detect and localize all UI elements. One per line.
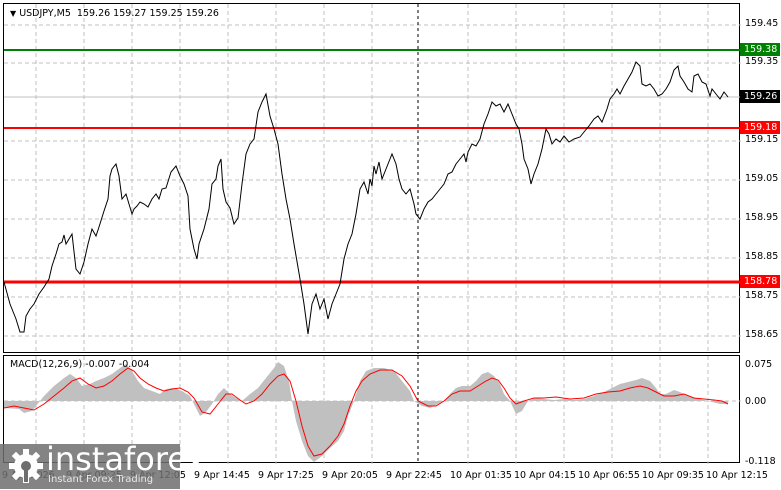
price-chart-pane[interactable]: ▼ USDJPY,M5 159.26 159.27 159.25 159.26	[3, 3, 741, 354]
collapse-arrow-icon[interactable]: ▼	[10, 9, 17, 18]
price-chart-canvas	[4, 4, 741, 354]
level-tag-red-lower: 158.78	[740, 275, 780, 288]
macd-axis-label: -0.118	[745, 456, 776, 467]
ohlc-values: 159.26 159.27 159.25 159.26	[76, 8, 219, 19]
macd-indicator-pane[interactable]: MACD(12,26,9) -0.007 -0.004	[3, 355, 741, 464]
macd-label: MACD(12,26,9) -0.007 -0.004	[10, 359, 150, 370]
price-axis-label: 159.45	[745, 18, 779, 29]
level-tag-green: 159.38	[740, 43, 780, 56]
time-axis-label: 10 Apr 04:15	[514, 470, 576, 481]
brand-tagline: Instant Forex Trading	[48, 474, 154, 485]
current-price-tag: 159.26	[740, 90, 780, 103]
price-axis-label: 158.85	[745, 251, 779, 262]
macd-axis-label: 0.00	[745, 396, 767, 407]
level-tag-red-upper: 159.18	[740, 121, 780, 134]
macd-canvas	[4, 356, 741, 464]
gear-logo-icon	[9, 449, 43, 483]
brand-name: instaforex	[46, 440, 206, 478]
macd-axis-label: 0.075	[745, 359, 773, 370]
time-axis-label: 9 Apr 17:25	[258, 470, 314, 481]
grid-lines	[4, 4, 741, 354]
price-axis-label: 159.15	[745, 134, 779, 145]
time-axis-label: 9 Apr 14:45	[194, 470, 250, 481]
price-axis-label: 159.35	[745, 56, 779, 67]
price-axis-label: 159.05	[745, 173, 779, 184]
time-axis-label: 9 Apr 20:05	[322, 470, 378, 481]
chart-title: ▼ USDJPY,M5 159.26 159.27 159.25 159.26	[10, 8, 219, 19]
time-axis-label: 10 Apr 01:35	[450, 470, 512, 481]
time-axis-label: 10 Apr 12:15	[706, 470, 768, 481]
macd-histogram	[4, 362, 728, 462]
time-axis-label: 9 Apr 22:45	[386, 470, 442, 481]
time-axis-label: 10 Apr 06:55	[578, 470, 640, 481]
price-axis-label: 158.75	[745, 290, 779, 301]
price-line	[4, 61, 729, 335]
time-axis-label: 10 Apr 09:35	[642, 470, 704, 481]
symbol-label: USDJPY,M5	[19, 8, 71, 19]
price-axis-label: 158.95	[745, 212, 779, 223]
price-axis-label: 158.65	[745, 329, 779, 340]
macd-signal-line	[4, 367, 729, 457]
instaforex-watermark: instaforex Instant Forex Trading	[0, 440, 205, 489]
